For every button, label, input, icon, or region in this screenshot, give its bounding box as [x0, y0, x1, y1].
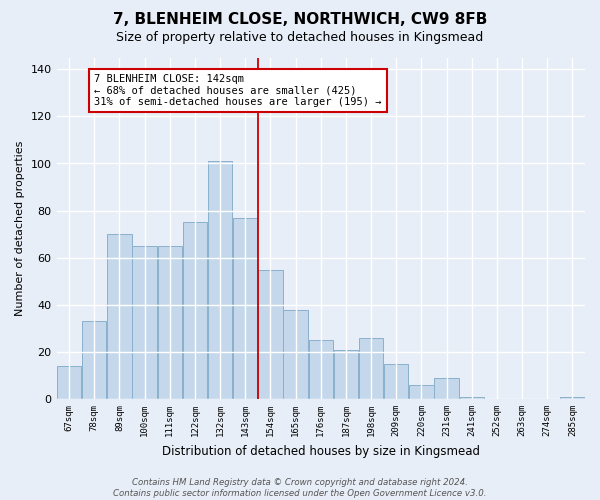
- Text: 7, BLENHEIM CLOSE, NORTHWICH, CW9 8FB: 7, BLENHEIM CLOSE, NORTHWICH, CW9 8FB: [113, 12, 487, 28]
- Bar: [208, 161, 232, 399]
- Bar: [359, 338, 383, 399]
- Bar: [283, 310, 308, 399]
- Bar: [258, 270, 283, 399]
- Bar: [57, 366, 82, 399]
- Text: Contains HM Land Registry data © Crown copyright and database right 2024.
Contai: Contains HM Land Registry data © Crown c…: [113, 478, 487, 498]
- X-axis label: Distribution of detached houses by size in Kingsmead: Distribution of detached houses by size …: [162, 444, 480, 458]
- Y-axis label: Number of detached properties: Number of detached properties: [15, 140, 25, 316]
- Bar: [409, 385, 434, 399]
- Bar: [434, 378, 459, 399]
- Bar: [233, 218, 257, 399]
- Bar: [107, 234, 131, 399]
- Bar: [560, 396, 584, 399]
- Bar: [384, 364, 409, 399]
- Bar: [82, 322, 106, 399]
- Bar: [133, 246, 157, 399]
- Bar: [158, 246, 182, 399]
- Bar: [334, 350, 358, 399]
- Text: Size of property relative to detached houses in Kingsmead: Size of property relative to detached ho…: [116, 31, 484, 44]
- Bar: [183, 222, 207, 399]
- Text: 7 BLENHEIM CLOSE: 142sqm
← 68% of detached houses are smaller (425)
31% of semi-: 7 BLENHEIM CLOSE: 142sqm ← 68% of detach…: [94, 74, 382, 107]
- Bar: [308, 340, 333, 399]
- Bar: [460, 396, 484, 399]
